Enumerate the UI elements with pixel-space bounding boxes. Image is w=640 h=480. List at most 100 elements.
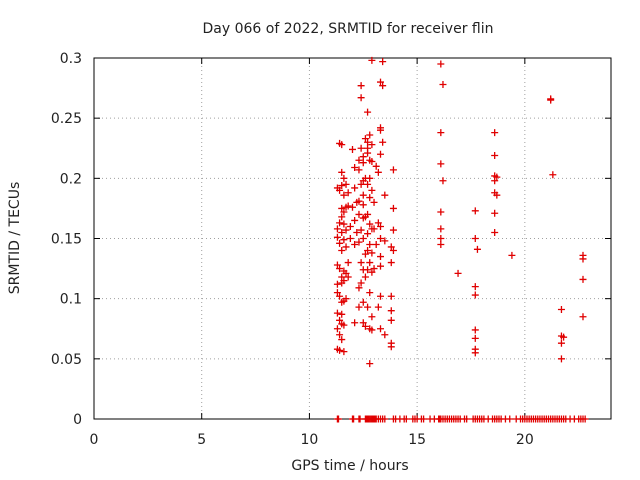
data-point bbox=[364, 266, 372, 274]
data-point bbox=[368, 141, 376, 149]
data-point bbox=[342, 243, 350, 251]
data-point bbox=[381, 191, 389, 199]
data-point bbox=[366, 220, 374, 228]
data-point bbox=[377, 126, 385, 134]
data-point bbox=[338, 336, 346, 344]
data-point bbox=[387, 343, 395, 351]
data-point bbox=[454, 269, 462, 277]
data-points bbox=[333, 56, 589, 423]
data-point bbox=[336, 316, 344, 324]
data-point bbox=[351, 184, 359, 192]
data-point bbox=[333, 325, 341, 333]
data-point bbox=[333, 261, 341, 269]
data-point bbox=[547, 96, 555, 104]
data-point bbox=[437, 225, 445, 233]
data-point bbox=[377, 78, 385, 86]
data-point bbox=[342, 180, 350, 188]
data-point bbox=[387, 259, 395, 267]
data-point bbox=[351, 164, 359, 172]
data-point bbox=[493, 191, 501, 199]
data-point bbox=[340, 321, 348, 329]
data-point bbox=[377, 222, 385, 230]
data-point bbox=[336, 219, 344, 227]
data-point bbox=[364, 210, 372, 218]
data-point bbox=[361, 135, 369, 143]
data-point bbox=[336, 265, 344, 273]
data-point bbox=[366, 131, 374, 139]
data-point bbox=[336, 239, 344, 247]
data-point bbox=[377, 262, 385, 270]
data-point bbox=[366, 259, 374, 267]
data-point bbox=[357, 82, 365, 90]
data-point bbox=[374, 219, 382, 227]
data-point bbox=[374, 303, 382, 311]
x-tick-label: 10 bbox=[301, 432, 319, 448]
y-tick-label: 0 bbox=[73, 412, 82, 428]
data-point bbox=[557, 339, 565, 347]
data-point bbox=[346, 222, 354, 230]
data-point bbox=[473, 245, 481, 253]
data-point bbox=[355, 210, 363, 218]
data-point bbox=[389, 166, 397, 174]
data-point bbox=[336, 346, 344, 354]
data-point bbox=[374, 168, 382, 176]
data-point bbox=[340, 236, 348, 244]
x-axis-label: GPS time / hours bbox=[291, 458, 408, 474]
data-point bbox=[437, 241, 445, 249]
data-point bbox=[351, 241, 359, 249]
data-point bbox=[471, 326, 479, 334]
x-tick-label: 15 bbox=[408, 432, 426, 448]
data-point bbox=[389, 247, 397, 255]
data-point bbox=[377, 150, 385, 158]
data-point bbox=[463, 415, 471, 423]
data-point bbox=[349, 145, 356, 153]
data-point bbox=[439, 80, 447, 88]
data-point bbox=[344, 189, 352, 197]
data-point bbox=[491, 177, 499, 185]
data-point bbox=[557, 355, 565, 363]
data-point bbox=[357, 94, 365, 102]
x-tick-label: 20 bbox=[516, 432, 534, 448]
data-point bbox=[355, 156, 363, 164]
data-point bbox=[506, 415, 514, 423]
y-tick-label: 0.3 bbox=[60, 51, 82, 67]
data-point bbox=[364, 180, 372, 188]
data-point bbox=[381, 331, 389, 339]
x-tick-label: 5 bbox=[197, 432, 206, 448]
data-point bbox=[491, 151, 499, 159]
data-point bbox=[333, 280, 341, 288]
axis-ticks: 0 5 10 15 20 0 0.05 0.1 0.15 0.2 0.25 0.3 bbox=[51, 51, 611, 448]
y-tick-label: 0.15 bbox=[51, 232, 82, 248]
data-point bbox=[361, 322, 369, 330]
data-point bbox=[368, 313, 376, 321]
data-point bbox=[389, 204, 397, 212]
data-point bbox=[336, 331, 344, 339]
data-point bbox=[338, 168, 346, 176]
data-point bbox=[377, 253, 385, 261]
x-tick-label: 0 bbox=[90, 432, 99, 448]
data-point bbox=[361, 273, 369, 281]
data-point bbox=[420, 415, 428, 423]
data-point bbox=[437, 235, 445, 242]
data-point bbox=[359, 319, 367, 327]
data-point bbox=[338, 213, 346, 221]
data-point bbox=[387, 307, 395, 315]
y-tick-label: 0.05 bbox=[51, 352, 82, 368]
data-point bbox=[379, 138, 387, 146]
data-point bbox=[361, 250, 369, 258]
data-point bbox=[355, 303, 363, 311]
data-point bbox=[579, 255, 587, 263]
data-point bbox=[359, 235, 367, 242]
data-point bbox=[351, 319, 359, 327]
data-point bbox=[560, 333, 568, 341]
data-point bbox=[355, 197, 363, 205]
data-point bbox=[379, 82, 387, 90]
data-point bbox=[579, 275, 587, 283]
data-point bbox=[437, 129, 445, 137]
data-point bbox=[333, 289, 341, 297]
data-point bbox=[340, 191, 348, 199]
data-point bbox=[387, 316, 395, 324]
data-point bbox=[372, 162, 380, 170]
data-point bbox=[340, 220, 348, 228]
data-point bbox=[338, 228, 346, 236]
